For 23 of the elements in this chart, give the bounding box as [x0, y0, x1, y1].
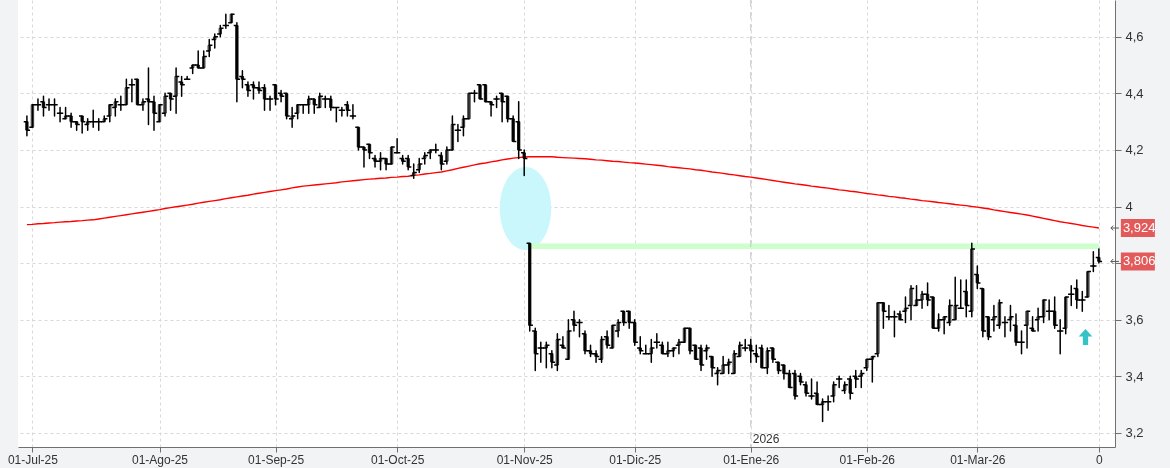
ref-line-label: 2026: [752, 432, 780, 446]
x-tick-label: 01-Ago-25: [132, 452, 189, 467]
y-tick-label: 3,4: [1125, 368, 1144, 384]
x-tick-label: 01-Feb-26: [839, 452, 896, 467]
x-tick-label: 01-Nov-25: [496, 452, 554, 467]
candlestick: [199, 50, 208, 69]
y-tick-label: 4,6: [1125, 29, 1144, 45]
x-tick-label: 0: [1096, 452, 1104, 467]
y-tick-label: 4: [1125, 199, 1133, 215]
x-tick-label: 01-Dic-25: [609, 452, 662, 467]
x-tick-label: 01-Jul-25: [7, 452, 59, 467]
x-tick-label: 01-Sep-25: [248, 452, 305, 467]
annotation: 3,924: [1122, 220, 1156, 236]
y-tick-label: 4,2: [1125, 142, 1144, 158]
y-tick-label: 3,2: [1125, 425, 1144, 441]
y-tick-label: 4,4: [1125, 85, 1144, 101]
candlestick: [525, 242, 534, 332]
x-tick-label: 01-Mar-26: [950, 452, 1006, 467]
y-tick-label: 3,6: [1125, 312, 1144, 328]
x-tick-label: 01-Oct-25: [370, 452, 425, 467]
text: 3,806: [1122, 253, 1156, 269]
x-tick-label: 01-Ene-26: [723, 452, 780, 467]
candlestick: [531, 327, 540, 372]
